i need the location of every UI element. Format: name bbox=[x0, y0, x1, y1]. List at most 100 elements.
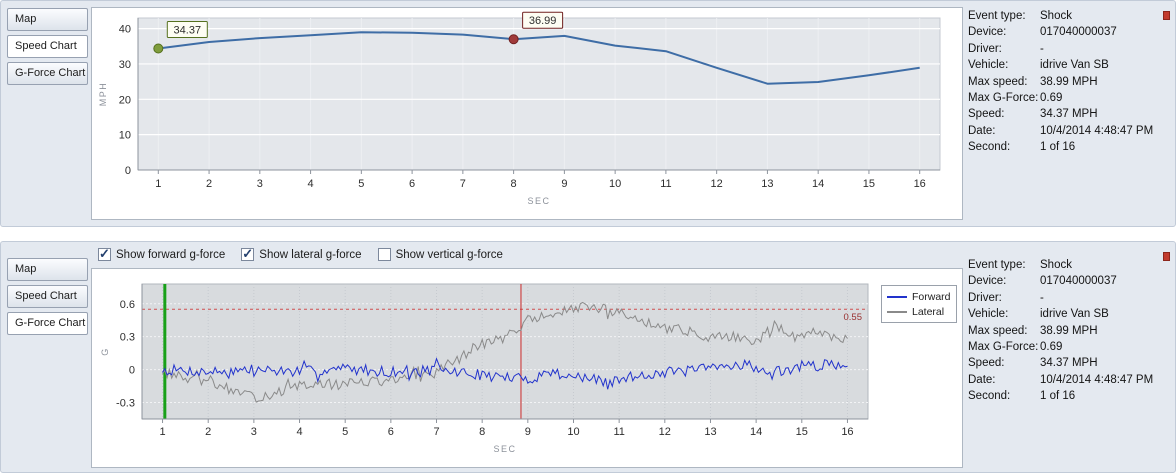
info-row: Vehicle: idrive Van SB bbox=[968, 308, 1170, 320]
info-row: Event type: Shock bbox=[968, 259, 1170, 271]
info-label: Max speed: bbox=[968, 75, 1028, 88]
checkbox-label: Show lateral g-force bbox=[259, 248, 362, 261]
info-value: 017040000037 bbox=[1040, 26, 1117, 39]
legend-line-swatch bbox=[887, 310, 907, 313]
svg-text:3: 3 bbox=[257, 178, 263, 190]
info-row: Max G-Force: 0.69 bbox=[968, 341, 1170, 353]
checkbox-icon bbox=[98, 246, 111, 262]
svg-text:15: 15 bbox=[863, 178, 875, 190]
tab[interactable]: Speed Chart bbox=[7, 285, 88, 308]
gforce-chart-container: -0.3 0 0.3 0.6 0.55 1 2 3 4 5 6 7 8 9 10 11 12 13 14 15 16 SE… bbox=[91, 268, 963, 468]
info-label: Vehicle: bbox=[968, 59, 1009, 72]
info-label: Driver: bbox=[968, 291, 1002, 304]
info-row: Date: 10/4/2014 4:48:47 PM bbox=[968, 125, 1170, 137]
tab[interactable]: G-Force Chart bbox=[7, 62, 88, 85]
info-value: Shock bbox=[1040, 10, 1072, 22]
speed-panel: Map Speed Chart G-Force Chart 0 10 20 30 40 1… bbox=[0, 0, 1176, 227]
tab[interactable]: Map bbox=[7, 258, 88, 281]
info-label: Date: bbox=[968, 124, 996, 137]
info-value: Shock bbox=[1040, 259, 1072, 271]
info-value: idrive Van SB bbox=[1040, 59, 1109, 72]
info-row: Device: 017040000037 bbox=[968, 26, 1170, 38]
info-label: Max speed: bbox=[968, 324, 1028, 337]
info-value: 38.99 MPH bbox=[1040, 75, 1098, 88]
info-value: 34.37 MPH bbox=[1040, 108, 1098, 121]
info-row: Driver: - bbox=[968, 292, 1170, 304]
speed-panel-tabs: Map Speed Chart G-Force Chart bbox=[7, 8, 88, 89]
svg-text:8: 8 bbox=[479, 426, 485, 438]
info-value: - bbox=[1040, 291, 1044, 304]
svg-text:10: 10 bbox=[567, 426, 579, 438]
info-label: Max G-Force: bbox=[968, 340, 1039, 353]
svg-text:0.55: 0.55 bbox=[844, 312, 863, 323]
svg-text:30: 30 bbox=[119, 59, 131, 71]
gforce-checkbox[interactable]: Show forward g-force bbox=[98, 246, 226, 262]
svg-text:13: 13 bbox=[761, 178, 773, 190]
svg-text:14: 14 bbox=[812, 178, 824, 190]
legend-label: Lateral bbox=[912, 305, 945, 318]
legend-item: Lateral bbox=[887, 304, 951, 319]
svg-text:7: 7 bbox=[433, 426, 439, 438]
tab-label: Map bbox=[15, 263, 37, 275]
info-row: Vehicle: idrive Van SB bbox=[968, 59, 1170, 71]
svg-text:9: 9 bbox=[561, 178, 567, 190]
info-value: 38.99 MPH bbox=[1040, 324, 1098, 337]
speed-chart-container: 0 10 20 30 40 1 2 3 4 5 6 7 8 9 10 11 12 13 14 15 16 SEC MPH 34… bbox=[91, 7, 963, 220]
info-value: 0.69 bbox=[1040, 340, 1063, 353]
svg-text:1: 1 bbox=[155, 178, 161, 190]
info-value: 10/4/2014 4:48:47 PM bbox=[1040, 373, 1154, 386]
gforce-panel-tabs: Map Speed Chart G-Force Chart bbox=[7, 258, 88, 339]
svg-text:2: 2 bbox=[205, 426, 211, 438]
info-label: Vehicle: bbox=[968, 308, 1009, 321]
svg-text:10: 10 bbox=[609, 178, 621, 190]
svg-text:SEC: SEC bbox=[493, 444, 516, 454]
tab[interactable]: Map bbox=[7, 8, 88, 31]
svg-text:3: 3 bbox=[251, 426, 257, 438]
gforce-checkbox[interactable]: Show vertical g-force bbox=[377, 248, 503, 261]
svg-text:5: 5 bbox=[342, 426, 348, 438]
gforce-checkbox[interactable]: Show lateral g-force bbox=[241, 246, 362, 262]
tab-label: G-Force Chart bbox=[15, 317, 86, 329]
tab[interactable]: Speed Chart bbox=[7, 35, 88, 58]
svg-text:MPH: MPH bbox=[98, 82, 108, 107]
info-row: Device: 017040000037 bbox=[968, 275, 1170, 287]
info-value: idrive Van SB bbox=[1040, 308, 1109, 321]
gforce-options: Show forward g-force Show lateral g-forc… bbox=[98, 246, 503, 262]
svg-text:9: 9 bbox=[525, 426, 531, 438]
gforce-chart[interactable]: -0.300.30.60.551 2 3 4 5 6 7 8 9 10 11 12 13 14 15 16SE… bbox=[92, 269, 962, 467]
info-label: Second: bbox=[968, 390, 1011, 403]
info-row: Speed: 34.37 MPH bbox=[968, 108, 1170, 120]
red-marker-icon bbox=[1163, 252, 1170, 261]
info-value: 0.69 bbox=[1040, 91, 1063, 104]
svg-text:34.37: 34.37 bbox=[174, 25, 202, 37]
info-value: - bbox=[1040, 42, 1044, 55]
checkbox-icon bbox=[377, 248, 391, 261]
svg-text:12: 12 bbox=[659, 426, 671, 438]
info-label: Date: bbox=[968, 373, 996, 386]
svg-text:0.3: 0.3 bbox=[120, 332, 135, 344]
svg-text:SEC: SEC bbox=[527, 196, 550, 206]
info-row: Max G-Force: 0.69 bbox=[968, 92, 1170, 104]
svg-text:5: 5 bbox=[358, 178, 364, 190]
tab[interactable]: G-Force Chart bbox=[7, 312, 88, 335]
legend-item: Forward bbox=[887, 289, 951, 304]
svg-text:8: 8 bbox=[511, 178, 517, 190]
gforce-panel: Map Speed Chart G-Force Chart Show forwa… bbox=[0, 241, 1176, 473]
info-value: 10/4/2014 4:48:47 PM bbox=[1040, 124, 1154, 137]
info-row: Max speed: 38.99 MPH bbox=[968, 325, 1170, 337]
svg-text:0.6: 0.6 bbox=[120, 299, 135, 311]
svg-text:6: 6 bbox=[409, 178, 415, 190]
info-row: Driver: - bbox=[968, 43, 1170, 55]
tab-label: Speed Chart bbox=[15, 290, 77, 302]
svg-text:15: 15 bbox=[796, 426, 808, 438]
legend-line-swatch bbox=[887, 295, 907, 298]
checkbox-label: Show forward g-force bbox=[116, 248, 226, 261]
info-value: 34.37 MPH bbox=[1040, 357, 1098, 370]
checkbox-icon bbox=[241, 246, 255, 262]
svg-text:0: 0 bbox=[129, 365, 135, 377]
svg-text:4: 4 bbox=[308, 178, 314, 190]
svg-text:10: 10 bbox=[119, 130, 131, 142]
svg-text:1: 1 bbox=[159, 426, 165, 438]
info-label: Driver: bbox=[968, 42, 1002, 55]
